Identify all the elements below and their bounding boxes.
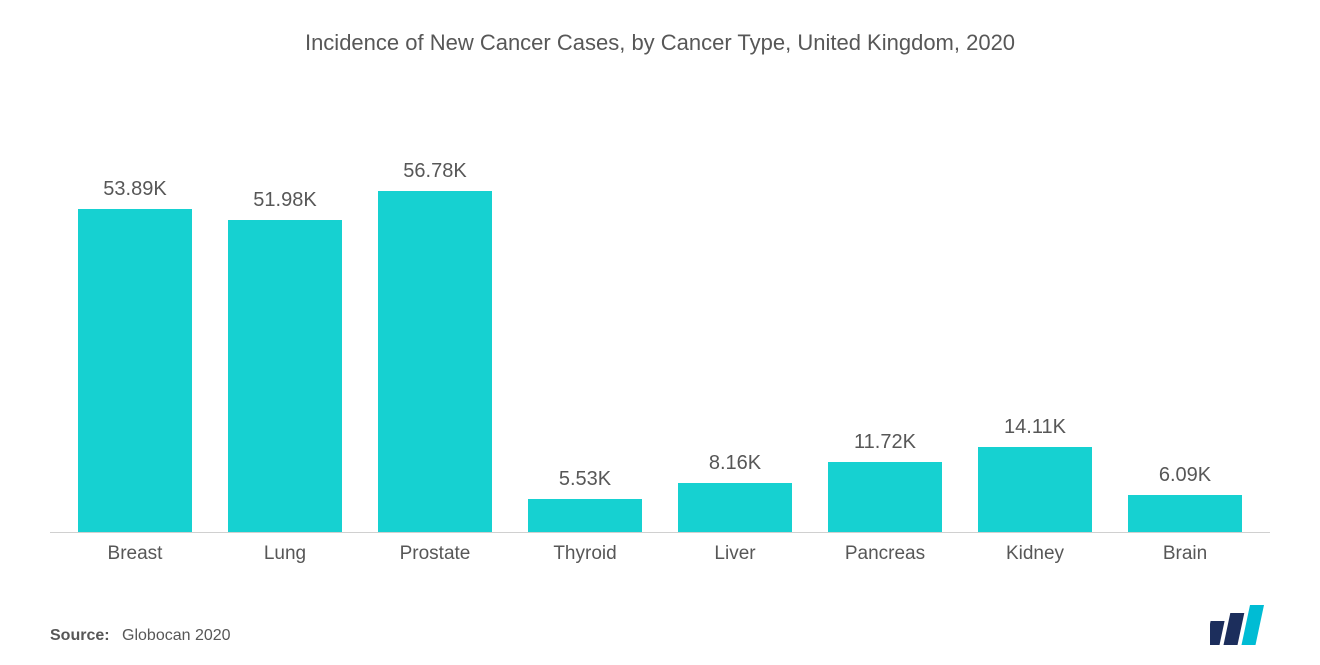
bar-value-label: 14.11K xyxy=(1004,416,1066,439)
bar-value-label: 53.89K xyxy=(103,178,166,201)
bar-group: 5.53K xyxy=(510,126,660,532)
x-axis-label: Breast xyxy=(60,543,210,565)
source-citation: Source: Globocan 2020 xyxy=(50,627,231,645)
bar xyxy=(378,191,492,532)
bar-value-label: 6.09K xyxy=(1159,464,1211,487)
bar-group: 6.09K xyxy=(1110,126,1260,532)
bar-value-label: 56.78K xyxy=(403,160,466,183)
bar-group: 14.11K xyxy=(960,126,1110,532)
x-axis-label: Lung xyxy=(210,543,360,565)
bar-group: 8.16K xyxy=(660,126,810,532)
x-axis-label: Prostate xyxy=(360,543,510,565)
x-axis-label: Thyroid xyxy=(510,543,660,565)
bar-group: 11.72K xyxy=(810,126,960,532)
bar-value-label: 11.72K xyxy=(854,431,916,454)
bar-value-label: 5.53K xyxy=(559,468,611,491)
bar xyxy=(228,220,342,532)
bar xyxy=(828,462,942,532)
bar-value-label: 51.98K xyxy=(253,189,316,212)
chart-title: Incidence of New Cancer Cases, by Cancer… xyxy=(50,30,1270,56)
bar xyxy=(678,483,792,532)
bar-value-label: 8.16K xyxy=(709,452,761,475)
chart-container: Incidence of New Cancer Cases, by Cancer… xyxy=(0,0,1320,665)
x-axis-label: Pancreas xyxy=(810,543,960,565)
bar xyxy=(528,499,642,532)
brand-logo xyxy=(1210,605,1270,645)
bar xyxy=(978,447,1092,532)
x-axis-labels: BreastLungProstateThyroidLiverPancreasKi… xyxy=(50,533,1270,565)
x-axis-label: Liver xyxy=(660,543,810,565)
bar xyxy=(78,209,192,532)
source-text: Globocan 2020 xyxy=(122,627,231,644)
bar xyxy=(1128,495,1242,532)
bar-group: 56.78K xyxy=(360,126,510,532)
x-axis-label: Brain xyxy=(1110,543,1260,565)
source-label: Source: xyxy=(50,627,110,644)
bar-group: 53.89K xyxy=(60,126,210,532)
plot-area: 53.89K 51.98K 56.78K 5.53K 8.16K 11.72K 14.11K… xyxy=(50,66,1270,533)
bar-group: 51.98K xyxy=(210,126,360,532)
chart-footer: Source: Globocan 2020 xyxy=(50,565,1270,645)
x-axis-label: Kidney xyxy=(960,543,1110,565)
